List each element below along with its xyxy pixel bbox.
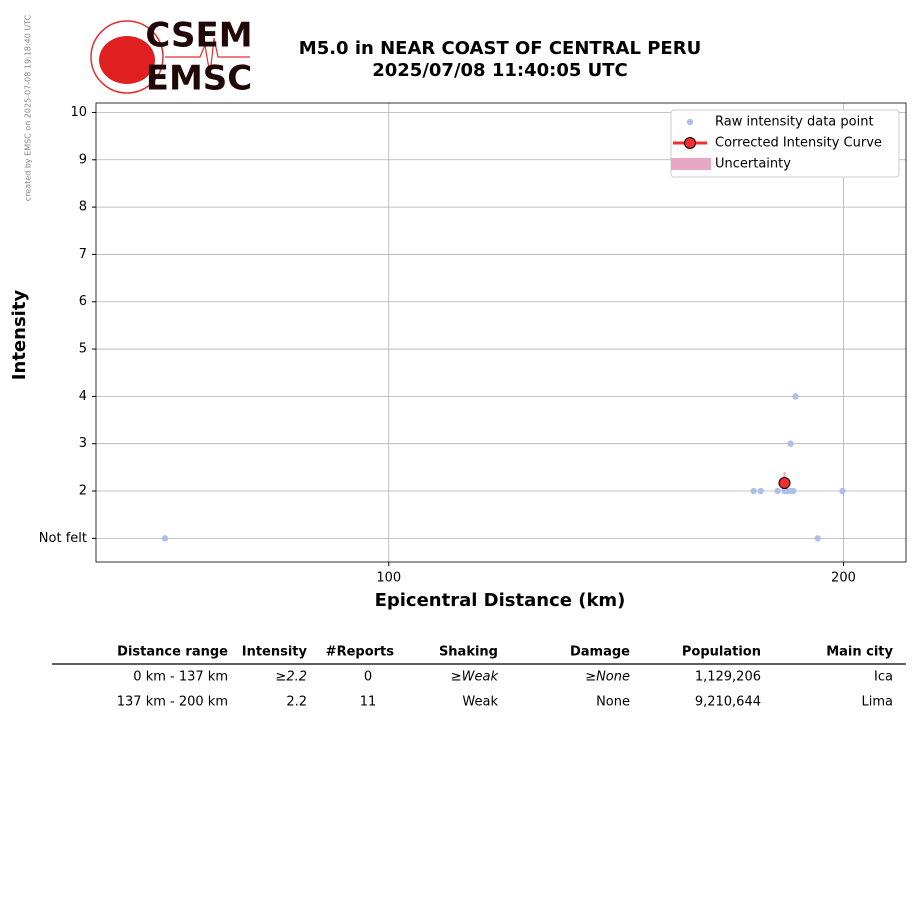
x-tick-label: 100	[376, 571, 401, 586]
table-header: Population	[682, 645, 761, 660]
table-header: Damage	[570, 645, 630, 660]
table-header: #Reports	[326, 645, 395, 660]
table-cell: 1,129,206	[695, 670, 761, 685]
y-tick-label: Not felt	[39, 531, 87, 546]
y-tick-label: 10	[70, 105, 87, 120]
table-header: Distance range	[117, 645, 228, 660]
y-tick-label: 7	[79, 247, 87, 262]
table-cell: None	[596, 695, 630, 710]
table-cell: ≥2.2	[275, 670, 307, 685]
table-cell: 11	[360, 695, 377, 710]
table-cell: 137 km - 200 km	[117, 695, 228, 710]
chart-subtitle: 2025/07/08 11:40:05 UTC	[372, 60, 628, 81]
corrected-point	[778, 476, 791, 489]
logo: CSEM EMSC	[90, 16, 253, 99]
legend-swatch	[684, 137, 696, 149]
raw-point	[774, 487, 781, 495]
legend-box	[670, 109, 900, 178]
legend-label: Uncertainty	[715, 157, 791, 172]
logo-ring	[90, 20, 164, 94]
logo-text: EMSC	[146, 59, 253, 99]
credit: created by EMSC on 2025-07-08 19:18:40 U…	[24, 14, 33, 201]
legend-label: Raw intensity data point	[715, 115, 874, 130]
raw-point	[757, 487, 764, 495]
table-header: Shaking	[439, 645, 498, 660]
y-tick-label: 6	[79, 294, 87, 309]
x-tick-label: 200	[831, 571, 856, 586]
logo-wave	[165, 37, 250, 76]
legend-swatch	[686, 118, 694, 126]
y-tick-label: 3	[79, 436, 87, 451]
table-cell: 0	[364, 670, 372, 685]
y-axis-label: Intensity	[9, 290, 30, 381]
table-cell: Weak	[462, 695, 498, 710]
legend: Raw intensity data point Corrected Intens…	[670, 109, 900, 178]
table-header: Intensity	[242, 645, 308, 660]
raw-point	[814, 535, 821, 542]
table-cell: Ica	[874, 670, 893, 685]
chart-title: M5.0 in NEAR COAST OF CENTRAL PERU	[299, 38, 701, 59]
raw-point	[792, 393, 799, 400]
raw-point	[161, 535, 169, 542]
raw-point	[790, 487, 797, 495]
raw-point	[787, 440, 794, 447]
legend-label: Corrected Intensity Curve	[715, 136, 882, 151]
y-tick-label: 8	[79, 200, 87, 215]
table-cell: ≥Weak	[451, 670, 499, 685]
logo-text: CSEM	[145, 16, 252, 56]
table-cell: 9,210,644	[695, 695, 761, 710]
raw-point	[839, 487, 846, 495]
table-header: Main city	[826, 645, 893, 660]
plot-area	[96, 103, 906, 562]
table-cell: 2.2	[286, 695, 307, 710]
table-cell: Lima	[862, 695, 893, 710]
table-cell: ≥None	[585, 670, 630, 685]
y-tick-label: 9	[79, 152, 87, 167]
x-axis-label: Epicentral Distance (km)	[375, 590, 626, 611]
raw-point	[750, 487, 757, 495]
table-cell: 0 km - 137 km	[133, 670, 228, 685]
y-tick-label: 5	[79, 342, 87, 357]
y-tick-label: 4	[79, 389, 87, 404]
logo-map	[99, 36, 155, 84]
plot-frame	[95, 102, 907, 563]
legend-swatch	[671, 158, 711, 170]
y-tick-label: 2	[79, 484, 87, 499]
